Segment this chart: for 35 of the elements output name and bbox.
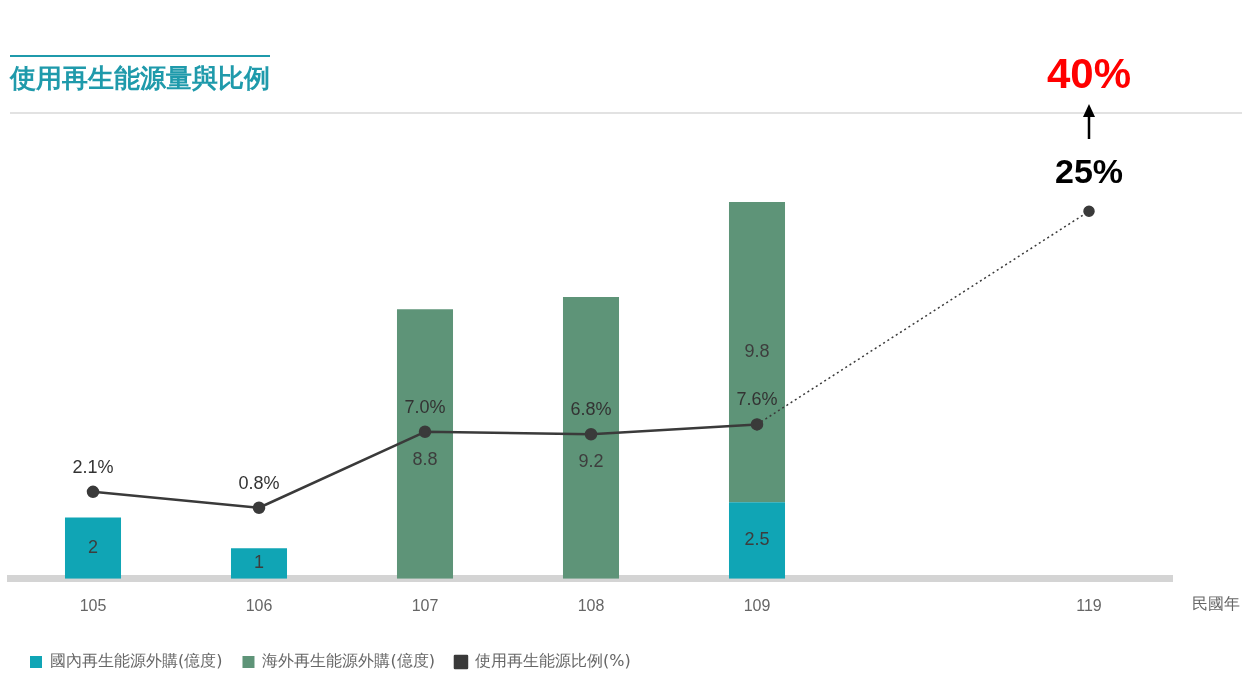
point xyxy=(418,425,432,439)
x-tick-label: 109 xyxy=(743,596,771,614)
data-label: 6.8% xyxy=(570,399,612,420)
point xyxy=(252,501,266,514)
bar xyxy=(230,548,288,579)
legend-label: 海外再生能源外購(億度) xyxy=(262,651,435,671)
data-label: 0.8% xyxy=(238,472,280,493)
bar xyxy=(396,309,454,579)
x-tick-label: 105 xyxy=(79,596,107,614)
x-tick-label: 106 xyxy=(245,596,273,614)
legend-label: 使用再生能源比例(%) xyxy=(474,651,631,671)
data-label: 8.8 xyxy=(412,448,438,469)
data-label: 2.1% xyxy=(72,456,114,477)
bar xyxy=(64,517,122,579)
point xyxy=(1083,205,1095,218)
data-label: 7.6% xyxy=(736,389,778,410)
text: 40% xyxy=(1046,49,1132,97)
data-label: 7.0% xyxy=(404,396,446,417)
x-tick-label: 119 xyxy=(1076,596,1102,614)
data-label: 2.5 xyxy=(744,529,770,550)
x-axis-title: 民國年 xyxy=(1192,593,1240,613)
data-label: 9.2 xyxy=(578,451,604,472)
data-label: 1 xyxy=(253,552,265,573)
legend-label: 國內再生能源外購(億度) xyxy=(50,651,223,671)
point xyxy=(86,485,100,499)
data-label: 25% xyxy=(1054,151,1124,190)
x-tick-label: 107 xyxy=(411,596,439,614)
point xyxy=(584,427,598,441)
chart-title: 使用再生能源量與比例 xyxy=(10,55,270,96)
x-tick-label: 108 xyxy=(577,596,605,614)
bar xyxy=(728,202,786,503)
data-label: 9.8 xyxy=(744,341,770,362)
data-label: 2 xyxy=(87,537,99,558)
bar xyxy=(728,502,786,579)
bar xyxy=(562,297,620,579)
